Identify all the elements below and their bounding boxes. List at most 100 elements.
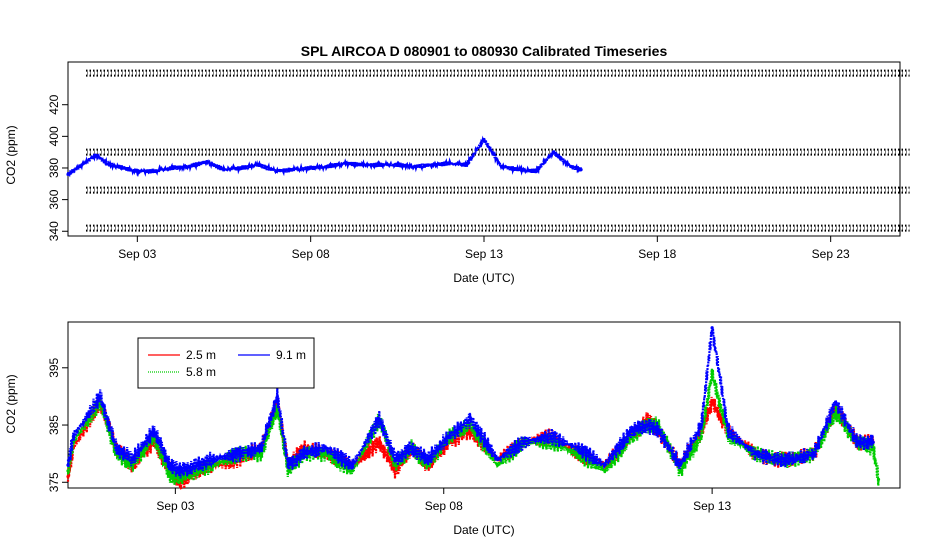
data-point <box>517 167 521 172</box>
data-point <box>678 469 682 473</box>
data-point <box>98 394 102 399</box>
data-point <box>275 394 279 399</box>
data-point <box>66 474 70 479</box>
data-point <box>187 164 191 168</box>
data-point <box>350 469 355 473</box>
data-point <box>66 463 70 467</box>
data-point <box>430 163 434 167</box>
data-point <box>286 469 290 473</box>
data-point <box>274 169 278 173</box>
chart-title: SPL AIRCOA D 080901 to 080930 Calibrated… <box>301 43 668 59</box>
data-point <box>871 440 875 444</box>
data-point <box>656 429 661 433</box>
data-point <box>710 326 714 330</box>
data-point <box>114 446 118 450</box>
data-point <box>170 166 174 170</box>
data-point <box>121 166 126 170</box>
data-point <box>259 446 263 450</box>
legend-label-5-8: 5.8 m <box>186 365 216 379</box>
data-point <box>179 469 183 473</box>
data-point <box>603 463 607 467</box>
data-point <box>678 463 682 467</box>
data-point <box>211 457 215 461</box>
data-point <box>569 164 573 168</box>
legend-box <box>137 337 315 389</box>
data-point <box>630 429 634 433</box>
x-tick-label: Sep 13 <box>465 247 503 261</box>
data-point <box>710 371 714 376</box>
data-point <box>222 167 226 172</box>
x-tick-label: Sep 08 <box>292 247 330 261</box>
data-point <box>876 477 881 482</box>
data-point <box>409 446 414 450</box>
y-tick-label: 375 <box>47 472 61 492</box>
data-point <box>257 163 261 167</box>
data-point <box>195 463 199 467</box>
data-point <box>66 172 70 176</box>
data-point <box>576 446 580 450</box>
data-point <box>447 161 451 165</box>
plot-frame <box>67 61 901 237</box>
data-point <box>495 457 500 461</box>
data-point <box>495 463 500 467</box>
data-point <box>726 429 730 433</box>
data-point <box>753 452 757 456</box>
data-point <box>168 463 172 467</box>
plot-frame <box>67 321 901 489</box>
data-point <box>855 440 859 444</box>
data-point <box>699 434 703 439</box>
data-point <box>205 160 209 164</box>
data-point <box>378 163 382 167</box>
top-x-label: Date (UTC) <box>453 271 514 285</box>
data-point <box>426 457 430 461</box>
bottom-panel: Date (UTC) CO2 (ppm) Sep 03 Sep 08 Sep 13 3… <box>4 321 901 537</box>
data-point <box>361 163 365 167</box>
data-point <box>286 463 290 467</box>
data-point <box>468 417 473 421</box>
data-point <box>499 164 503 168</box>
data-point <box>66 469 70 473</box>
data-point <box>324 446 328 450</box>
y-tick-label: 400 <box>47 126 61 146</box>
y-tick-label: 360 <box>47 189 61 209</box>
data-point <box>393 457 398 461</box>
data-point <box>812 452 816 456</box>
series-line <box>66 135 583 178</box>
x-tick-label: Sep 23 <box>812 247 850 261</box>
data-point <box>393 463 398 467</box>
data-point <box>482 137 486 142</box>
x-tick-label: Sep 03 <box>156 499 194 513</box>
x-tick-label: Sep 18 <box>638 247 676 261</box>
legend-label-9-1: 9.1 m <box>276 348 306 362</box>
data-point <box>309 166 313 170</box>
data-point <box>350 463 355 467</box>
y-tick-label: 395 <box>47 357 61 377</box>
data-point <box>324 452 328 456</box>
data-point <box>238 452 242 456</box>
data-point <box>833 411 838 416</box>
data-point <box>710 400 714 404</box>
bottom-x-label: Date (UTC) <box>453 523 514 537</box>
data-point <box>551 150 555 154</box>
data-point <box>377 440 381 444</box>
data-point <box>774 457 779 461</box>
data-point <box>343 161 347 165</box>
x-tick-label: Sep 03 <box>118 247 156 261</box>
data-point <box>549 434 553 439</box>
bottom-y-label: CO2 (ppm) <box>4 374 18 433</box>
data-point <box>603 469 607 473</box>
data-point <box>239 166 243 170</box>
data-point <box>153 169 157 173</box>
data-point <box>326 164 330 168</box>
data-point <box>522 440 526 444</box>
data-point <box>259 452 263 456</box>
data-point <box>791 457 795 461</box>
data-point <box>447 434 451 439</box>
data-point <box>152 429 156 433</box>
data-point <box>413 164 417 168</box>
data-point <box>130 457 135 461</box>
series-line <box>66 326 875 479</box>
top-y-label: CO2 (ppm) <box>4 125 18 184</box>
data-point <box>94 153 98 157</box>
